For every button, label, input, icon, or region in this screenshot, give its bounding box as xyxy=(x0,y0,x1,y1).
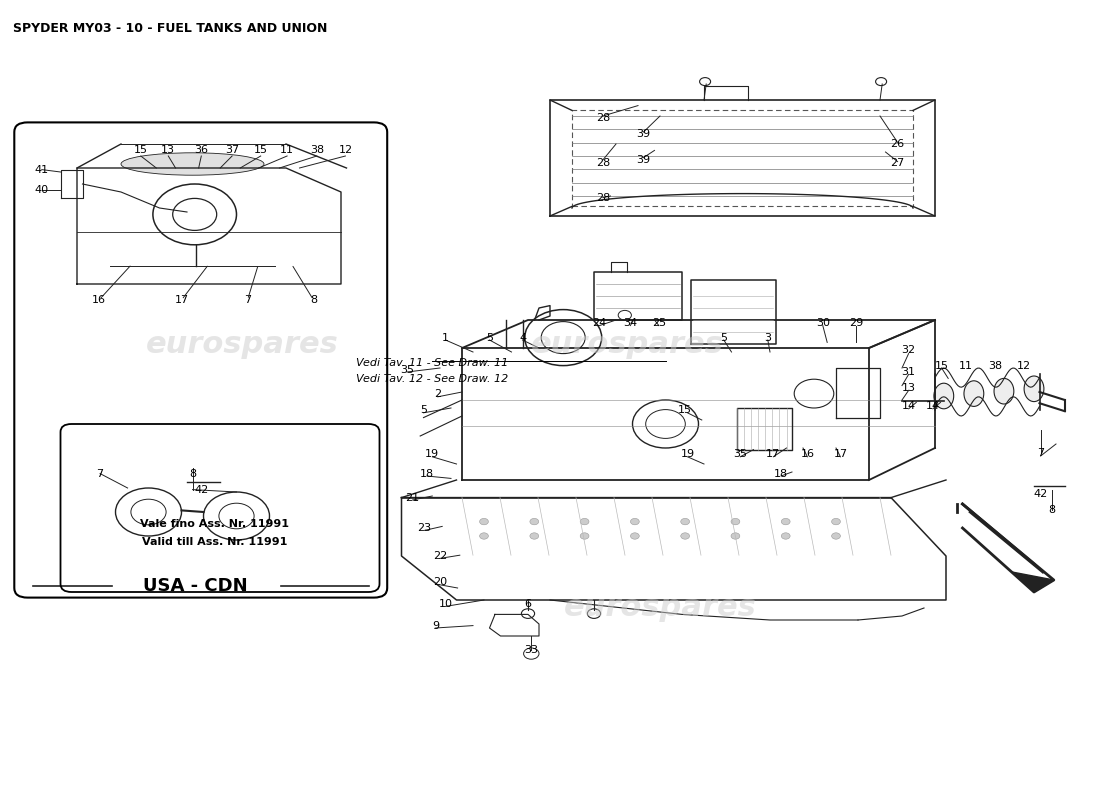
Text: 17: 17 xyxy=(834,450,847,459)
Text: SPYDER MY03 - 10 - FUEL TANKS AND UNION: SPYDER MY03 - 10 - FUEL TANKS AND UNION xyxy=(13,22,328,35)
Text: 16: 16 xyxy=(92,295,106,305)
Text: 28: 28 xyxy=(596,158,609,168)
Text: 20: 20 xyxy=(433,578,447,587)
Text: 8: 8 xyxy=(189,469,196,478)
Text: 36: 36 xyxy=(195,146,208,155)
Circle shape xyxy=(832,533,840,539)
Polygon shape xyxy=(1012,572,1054,592)
Text: 25: 25 xyxy=(652,318,666,328)
Text: 28: 28 xyxy=(596,194,609,203)
Text: 15: 15 xyxy=(679,406,692,415)
Ellipse shape xyxy=(994,378,1014,404)
Text: eurospares: eurospares xyxy=(563,594,757,622)
Text: 15: 15 xyxy=(254,146,267,155)
Text: 7: 7 xyxy=(244,295,251,305)
Text: 19: 19 xyxy=(426,450,439,459)
Text: 31: 31 xyxy=(902,367,915,377)
Text: eurospares: eurospares xyxy=(530,330,724,358)
Text: 38: 38 xyxy=(989,361,1002,370)
Circle shape xyxy=(530,533,539,539)
Text: 12: 12 xyxy=(339,146,352,155)
Text: eurospares: eurospares xyxy=(145,330,339,358)
Circle shape xyxy=(781,533,790,539)
Circle shape xyxy=(732,533,740,539)
Text: 5: 5 xyxy=(486,333,493,342)
Text: 35: 35 xyxy=(734,450,747,459)
Text: 22: 22 xyxy=(433,551,447,561)
Text: 18: 18 xyxy=(774,469,788,478)
Text: 38: 38 xyxy=(310,146,323,155)
Circle shape xyxy=(681,518,690,525)
Text: 17: 17 xyxy=(175,295,188,305)
Text: 16: 16 xyxy=(801,450,814,459)
Text: 29: 29 xyxy=(849,318,862,328)
Ellipse shape xyxy=(964,381,983,406)
Text: 18: 18 xyxy=(420,469,433,478)
Circle shape xyxy=(580,533,588,539)
Text: 40: 40 xyxy=(35,186,48,195)
Circle shape xyxy=(480,533,488,539)
Ellipse shape xyxy=(121,153,264,175)
Circle shape xyxy=(832,518,840,525)
Text: USA - CDN: USA - CDN xyxy=(143,577,249,594)
Text: 5: 5 xyxy=(720,333,727,342)
Circle shape xyxy=(732,518,740,525)
Text: 32: 32 xyxy=(902,346,915,355)
Text: 5: 5 xyxy=(420,406,427,415)
Text: 30: 30 xyxy=(816,318,829,328)
Circle shape xyxy=(630,518,639,525)
Text: 11: 11 xyxy=(959,361,972,370)
Circle shape xyxy=(580,518,588,525)
Text: 24: 24 xyxy=(593,318,606,328)
Ellipse shape xyxy=(934,383,954,409)
Text: 37: 37 xyxy=(226,146,239,155)
Text: 28: 28 xyxy=(596,114,609,123)
Text: 6: 6 xyxy=(525,599,531,609)
Text: 35: 35 xyxy=(400,365,414,374)
Text: 10: 10 xyxy=(439,599,452,609)
Text: 3: 3 xyxy=(764,333,771,342)
Text: Vedi Tav. 12 - See Draw. 12: Vedi Tav. 12 - See Draw. 12 xyxy=(356,374,508,384)
Text: Valid till Ass. Nr. 11991: Valid till Ass. Nr. 11991 xyxy=(142,537,287,546)
Text: 7: 7 xyxy=(1037,448,1044,458)
Text: 9: 9 xyxy=(432,621,439,630)
Text: 12: 12 xyxy=(1018,361,1031,370)
Text: Vedi Tav. 11 - See Draw. 11: Vedi Tav. 11 - See Draw. 11 xyxy=(356,358,508,368)
Circle shape xyxy=(681,533,690,539)
Text: 2: 2 xyxy=(434,390,441,399)
Text: 8: 8 xyxy=(310,295,317,305)
Text: 27: 27 xyxy=(891,158,904,168)
Text: 7: 7 xyxy=(97,469,103,478)
Text: 8: 8 xyxy=(1048,506,1055,515)
Text: 39: 39 xyxy=(637,155,650,165)
Circle shape xyxy=(530,518,539,525)
Text: 13: 13 xyxy=(162,146,175,155)
Text: 14: 14 xyxy=(926,402,939,411)
Text: 14: 14 xyxy=(902,402,915,411)
Text: 39: 39 xyxy=(637,130,650,139)
Text: 21: 21 xyxy=(406,493,419,502)
Text: 23: 23 xyxy=(418,523,431,533)
Text: 15: 15 xyxy=(134,146,147,155)
Circle shape xyxy=(781,518,790,525)
Text: 34: 34 xyxy=(624,318,637,328)
Text: 13: 13 xyxy=(902,383,915,393)
Text: 26: 26 xyxy=(891,139,904,149)
Circle shape xyxy=(630,533,639,539)
Text: 42: 42 xyxy=(195,485,208,494)
Text: 42: 42 xyxy=(1034,490,1047,499)
Text: 1: 1 xyxy=(442,333,449,342)
Text: 33: 33 xyxy=(525,645,538,654)
Ellipse shape xyxy=(1024,376,1044,402)
Text: 41: 41 xyxy=(35,165,48,174)
Text: 19: 19 xyxy=(681,450,694,459)
Text: 11: 11 xyxy=(280,146,294,155)
Text: 17: 17 xyxy=(767,450,780,459)
Text: 4: 4 xyxy=(519,333,526,342)
Text: Vale fino Ass. Nr. 11991: Vale fino Ass. Nr. 11991 xyxy=(140,519,289,529)
Text: 15: 15 xyxy=(935,361,948,370)
Circle shape xyxy=(480,518,488,525)
